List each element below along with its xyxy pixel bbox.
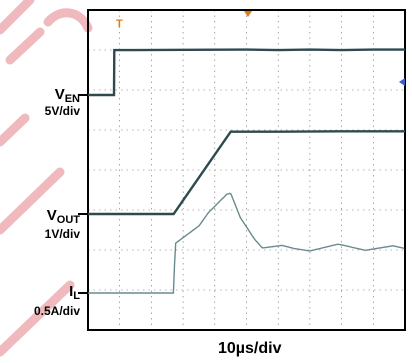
il-trace (88, 192, 405, 294)
vout-scale: 1V/div (44, 227, 80, 241)
ven-trace (88, 48, 405, 97)
plot-frame (87, 9, 406, 331)
timebase-label: 10µs/div (218, 340, 282, 357)
trigger-marker: T (116, 18, 123, 30)
il-label: IL (69, 283, 80, 302)
reference-marker (399, 78, 405, 86)
trigger-position-marker (244, 11, 252, 17)
ven-scale: 5V/div (44, 104, 80, 118)
ven-label: VEN (54, 86, 80, 105)
vout-label: VOUT (46, 207, 80, 226)
vout-trace (88, 130, 405, 216)
plot-traces (78, 48, 405, 294)
il-scale: 0.5A/div (33, 304, 80, 318)
plot-grid (88, 10, 405, 330)
plot-markers: T (116, 11, 405, 86)
